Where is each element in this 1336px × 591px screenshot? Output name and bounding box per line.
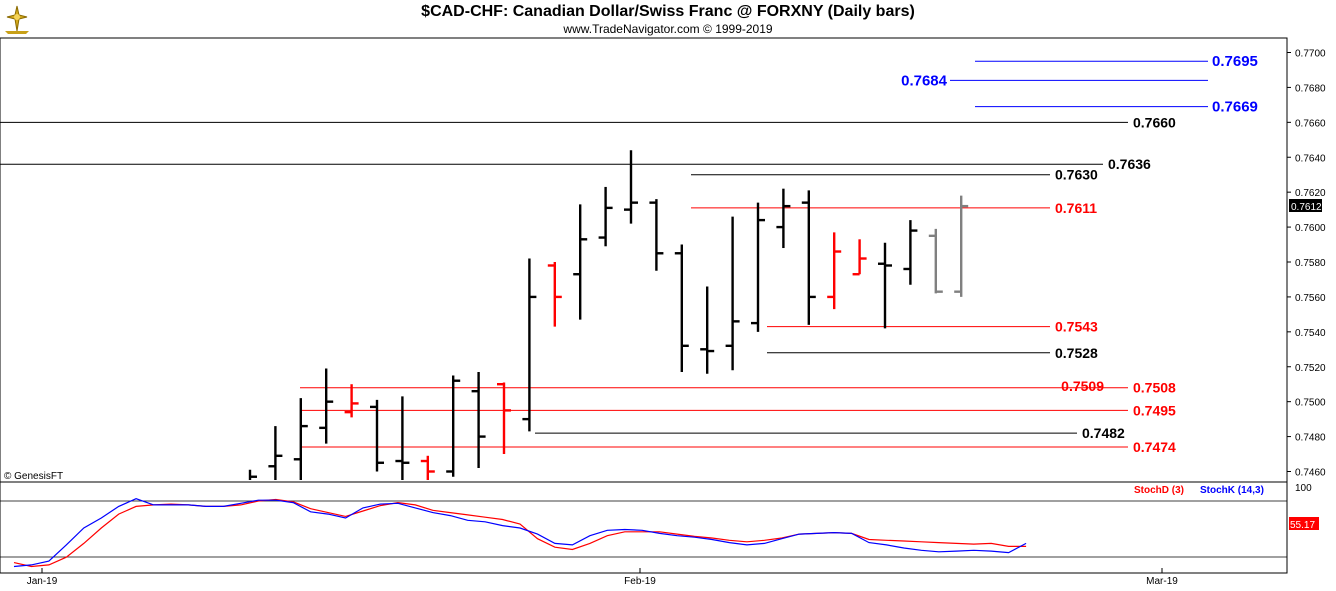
app-logo-icon	[5, 5, 29, 34]
y-tick-label: 0.7500	[1295, 398, 1326, 409]
ohlc-bar	[420, 455, 435, 480]
ohlc-bar	[446, 375, 461, 477]
y-tick-label: 0.7540	[1295, 328, 1326, 339]
level-label: 0.7669	[1212, 99, 1258, 116]
ohlc-bar	[497, 382, 511, 455]
x-tick-label: Jan-19	[27, 576, 58, 587]
level-label: 0.7660	[1133, 114, 1176, 130]
price-tag-box	[1289, 199, 1322, 212]
level-label: 0.7684	[901, 72, 948, 89]
y-tick-label: 0.7700	[1295, 49, 1326, 60]
ohlc-bar	[801, 190, 816, 325]
osc-value-tag-box	[1289, 517, 1319, 530]
ohlc-bar	[624, 150, 638, 224]
x-tick-label: Feb-19	[624, 576, 656, 587]
ohlc-bar	[547, 262, 562, 327]
y-tick-label: 0.7480	[1295, 433, 1326, 444]
y-tick-label: 0.7680	[1295, 83, 1326, 94]
level-label: 0.7611	[1055, 200, 1097, 216]
level-label: 0.7543	[1055, 319, 1098, 335]
level-label: 0.7695	[1212, 53, 1258, 70]
ohlc-bar	[725, 216, 740, 371]
legend-stochk: StochK (14,3)	[1200, 485, 1264, 496]
stochk-line	[13, 498, 1027, 568]
y-tick-label: 0.7580	[1295, 258, 1326, 269]
price-tag: 0.7612	[1291, 202, 1322, 213]
ohlc-bar	[852, 239, 867, 276]
x-tick-label: Mar-19	[1146, 576, 1178, 587]
ohlc-bar	[776, 188, 791, 249]
y-tick-label: 0.7520	[1295, 363, 1326, 374]
ohlc-bar	[471, 371, 486, 469]
chart-subtitle: www.TradeNavigator.com © 1999-2019	[563, 22, 773, 36]
ohlc-bar	[522, 258, 537, 432]
ohlc-bar	[268, 426, 283, 480]
ohlc-bar	[649, 199, 664, 271]
level-label: 0.7528	[1055, 345, 1098, 361]
ohlc-bar	[319, 368, 334, 444]
y-tick-label: 0.7620	[1295, 188, 1326, 199]
ohlc-bar	[248, 469, 257, 480]
y-tick-label: 0.7600	[1295, 223, 1326, 234]
ohlc-bar	[395, 396, 410, 480]
y-tick-label: 0.7660	[1295, 118, 1326, 129]
ohlc-bar	[751, 202, 765, 332]
y-tick-label: 0.7560	[1295, 293, 1326, 304]
ohlc-bar	[344, 384, 359, 418]
y-tick-label: 0.7460	[1295, 468, 1326, 479]
y-tick-label: 0.7640	[1295, 153, 1326, 164]
chart-title: $CAD-CHF: Canadian Dollar/Swiss Franc @ …	[421, 3, 915, 20]
level-label: 0.7509	[1061, 378, 1104, 394]
watermark: © GenesisFT	[4, 471, 63, 482]
osc-tick-label: 100	[1295, 483, 1312, 494]
ohlc-bar	[573, 204, 588, 320]
level-label: 0.7636	[1108, 156, 1151, 172]
level-label: 0.7495	[1133, 402, 1176, 418]
level-label: 0.7630	[1055, 167, 1098, 183]
level-label: 0.7508	[1133, 380, 1176, 396]
ohlc-bar	[903, 220, 918, 285]
ohlc-bar	[878, 242, 892, 329]
ohlc-bar	[954, 195, 969, 297]
level-label: 0.7482	[1082, 425, 1125, 441]
ohlc-bar	[827, 232, 842, 310]
stochd-line	[13, 498, 1027, 568]
ohlc-bar	[293, 398, 308, 480]
level-label: 0.7474	[1133, 439, 1176, 455]
ohlc-bar	[598, 186, 613, 247]
osc-value-tag: 55.17	[1290, 520, 1315, 531]
legend-stochd: StochD (3)	[1134, 485, 1184, 496]
ohlc-bar	[700, 286, 715, 374]
ohlc-bar	[928, 228, 943, 294]
ohlc-bar	[370, 399, 384, 472]
ohlc-bar	[674, 244, 689, 372]
